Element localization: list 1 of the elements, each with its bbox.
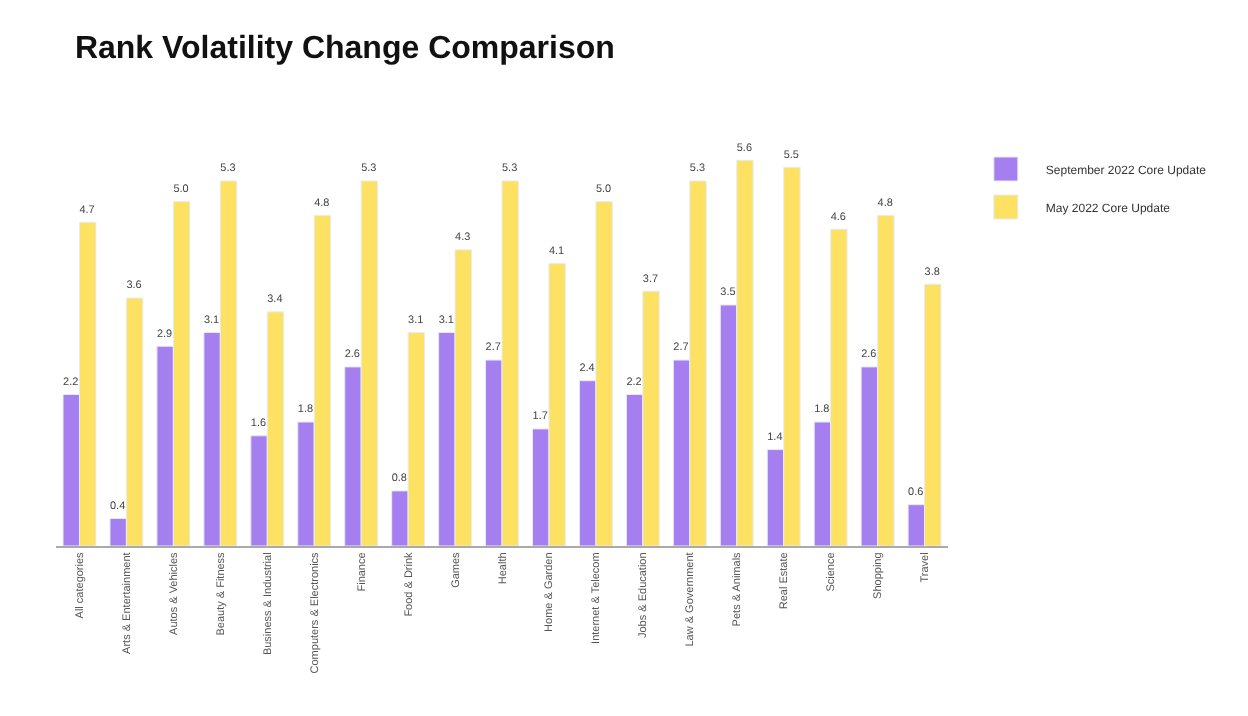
chart-title: Rank Volatility Change Comparison [74, 32, 615, 67]
